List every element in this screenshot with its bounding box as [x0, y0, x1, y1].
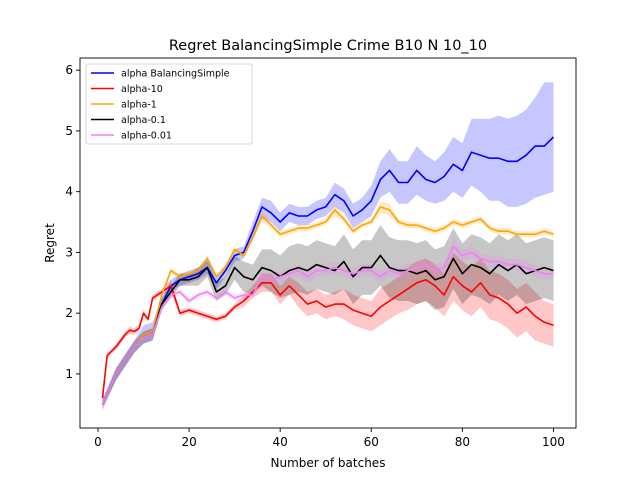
plot-area: [79, 57, 577, 429]
x-tick-label: 60: [364, 435, 379, 449]
y-axis-ticks: 1 2 3 4 5 6: [65, 63, 80, 381]
y-tick-label: 6: [65, 63, 73, 77]
line-alpha-1: [101, 206, 554, 405]
band-alpha-0-01: [102, 237, 554, 408]
y-axis-label: Regret: [43, 223, 57, 263]
line-alpha-0-01: [101, 245, 554, 405]
confidence-bands: [102, 82, 554, 411]
legend-entry: alpha-1: [121, 100, 157, 111]
line-alpha-balancingsimple: [101, 136, 555, 405]
legend-box: [85, 63, 253, 145]
x-tick-label: 80: [455, 435, 470, 449]
legend-entry: alpha BalancingSimple: [121, 69, 230, 80]
legend-entry: alpha-0.1: [121, 115, 166, 126]
line-alpha-10: [101, 275, 554, 399]
y-tick-label: 5: [65, 124, 73, 138]
x-tick-label: 40: [273, 435, 288, 449]
series-lines: [101, 136, 555, 405]
plot-frame: [79, 57, 577, 429]
line-alpha-0-1: [101, 254, 554, 405]
x-axis-ticks: 0 20 40 60 80 100: [94, 428, 565, 449]
x-tick-label: 0: [94, 435, 102, 449]
y-tick-label: 3: [65, 245, 73, 259]
x-axis-label: Number of batches: [271, 456, 386, 470]
y-tick-label: 2: [65, 306, 73, 320]
legend-entry: alpha-0.01: [121, 131, 172, 142]
legend: alpha BalancingSimple alpha-10 alpha-1 alph…: [85, 63, 253, 145]
x-tick-label: 100: [542, 435, 565, 449]
chart-title: Regret BalancingSimple Crime B10 N 10_10: [169, 38, 487, 54]
band-alpha-10: [102, 252, 554, 402]
legend-entry: alpha-10: [121, 84, 163, 95]
x-tick-label: 20: [181, 435, 196, 449]
band-alpha-0-1: [102, 225, 554, 408]
y-tick-label: 4: [65, 185, 73, 199]
band-alpha-balancingsimple: [102, 82, 554, 411]
y-tick-label: 1: [65, 367, 73, 381]
